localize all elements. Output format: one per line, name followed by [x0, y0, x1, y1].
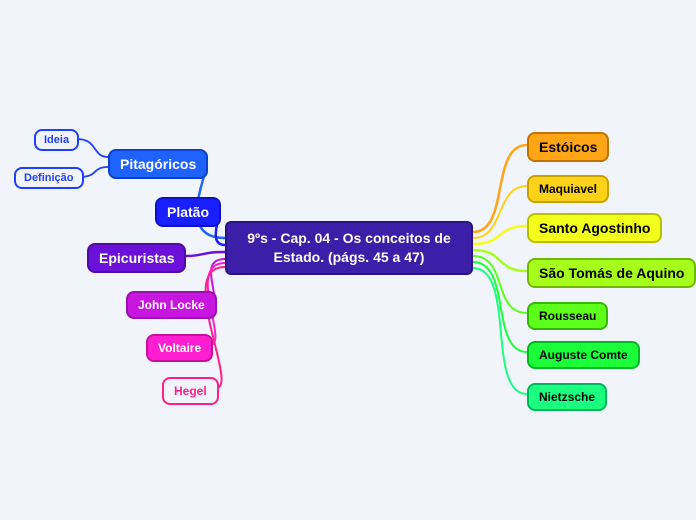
connector-7 — [473, 186, 527, 238]
node-ideia-label: Ideia — [44, 134, 69, 146]
connector-14 — [80, 167, 108, 177]
connector-8 — [473, 226, 527, 244]
node-hegel[interactable]: Hegel — [162, 377, 219, 405]
connector-2 — [186, 252, 225, 256]
connector-12 — [473, 268, 527, 394]
center-node[interactable]: 9ºs - Cap. 04 - Os conceitos de Estado. … — [225, 221, 473, 275]
node-definicao[interactable]: Definição — [14, 167, 84, 189]
node-estoicos-label: Estóicos — [539, 139, 597, 155]
node-platao[interactable]: Platão — [155, 197, 221, 227]
node-agostinho[interactable]: Santo Agostinho — [527, 213, 662, 243]
node-epicuristas-label: Epicuristas — [99, 250, 174, 266]
node-pitagoricos[interactable]: Pitagóricos — [108, 149, 208, 179]
connector-11 — [473, 262, 527, 352]
connector-10 — [473, 256, 527, 313]
node-voltaire-label: Voltaire — [158, 341, 201, 355]
node-definicao-label: Definição — [24, 172, 74, 184]
node-nietzsche[interactable]: Nietzsche — [527, 383, 607, 411]
connector-9 — [473, 250, 527, 271]
node-aquino[interactable]: São Tomás de Aquino — [527, 258, 696, 288]
node-ideia[interactable]: Ideia — [34, 129, 79, 151]
connector-13 — [77, 139, 108, 157]
node-nietzsche-label: Nietzsche — [539, 390, 595, 404]
connector-5 — [206, 267, 225, 388]
node-comte-label: Auguste Comte — [539, 348, 628, 362]
node-aquino-label: São Tomás de Aquino — [539, 265, 684, 281]
node-maquiavel[interactable]: Maquiavel — [527, 175, 609, 203]
node-platao-label: Platão — [167, 204, 209, 220]
node-rousseau[interactable]: Rousseau — [527, 302, 608, 330]
node-comte[interactable]: Auguste Comte — [527, 341, 640, 369]
center-label: 9ºs - Cap. 04 - Os conceitos de Estado. … — [241, 229, 457, 267]
node-rousseau-label: Rousseau — [539, 309, 596, 323]
node-agostinho-label: Santo Agostinho — [539, 220, 650, 236]
connector-6 — [473, 145, 527, 232]
node-voltaire[interactable]: Voltaire — [146, 334, 213, 362]
node-johnlocke-label: John Locke — [138, 298, 205, 312]
node-epicuristas[interactable]: Epicuristas — [87, 243, 186, 273]
node-maquiavel-label: Maquiavel — [539, 182, 597, 196]
node-johnlocke[interactable]: John Locke — [126, 291, 217, 319]
node-estoicos[interactable]: Estóicos — [527, 132, 609, 162]
node-pitagoricos-label: Pitagóricos — [120, 156, 196, 172]
node-hegel-label: Hegel — [174, 384, 207, 398]
